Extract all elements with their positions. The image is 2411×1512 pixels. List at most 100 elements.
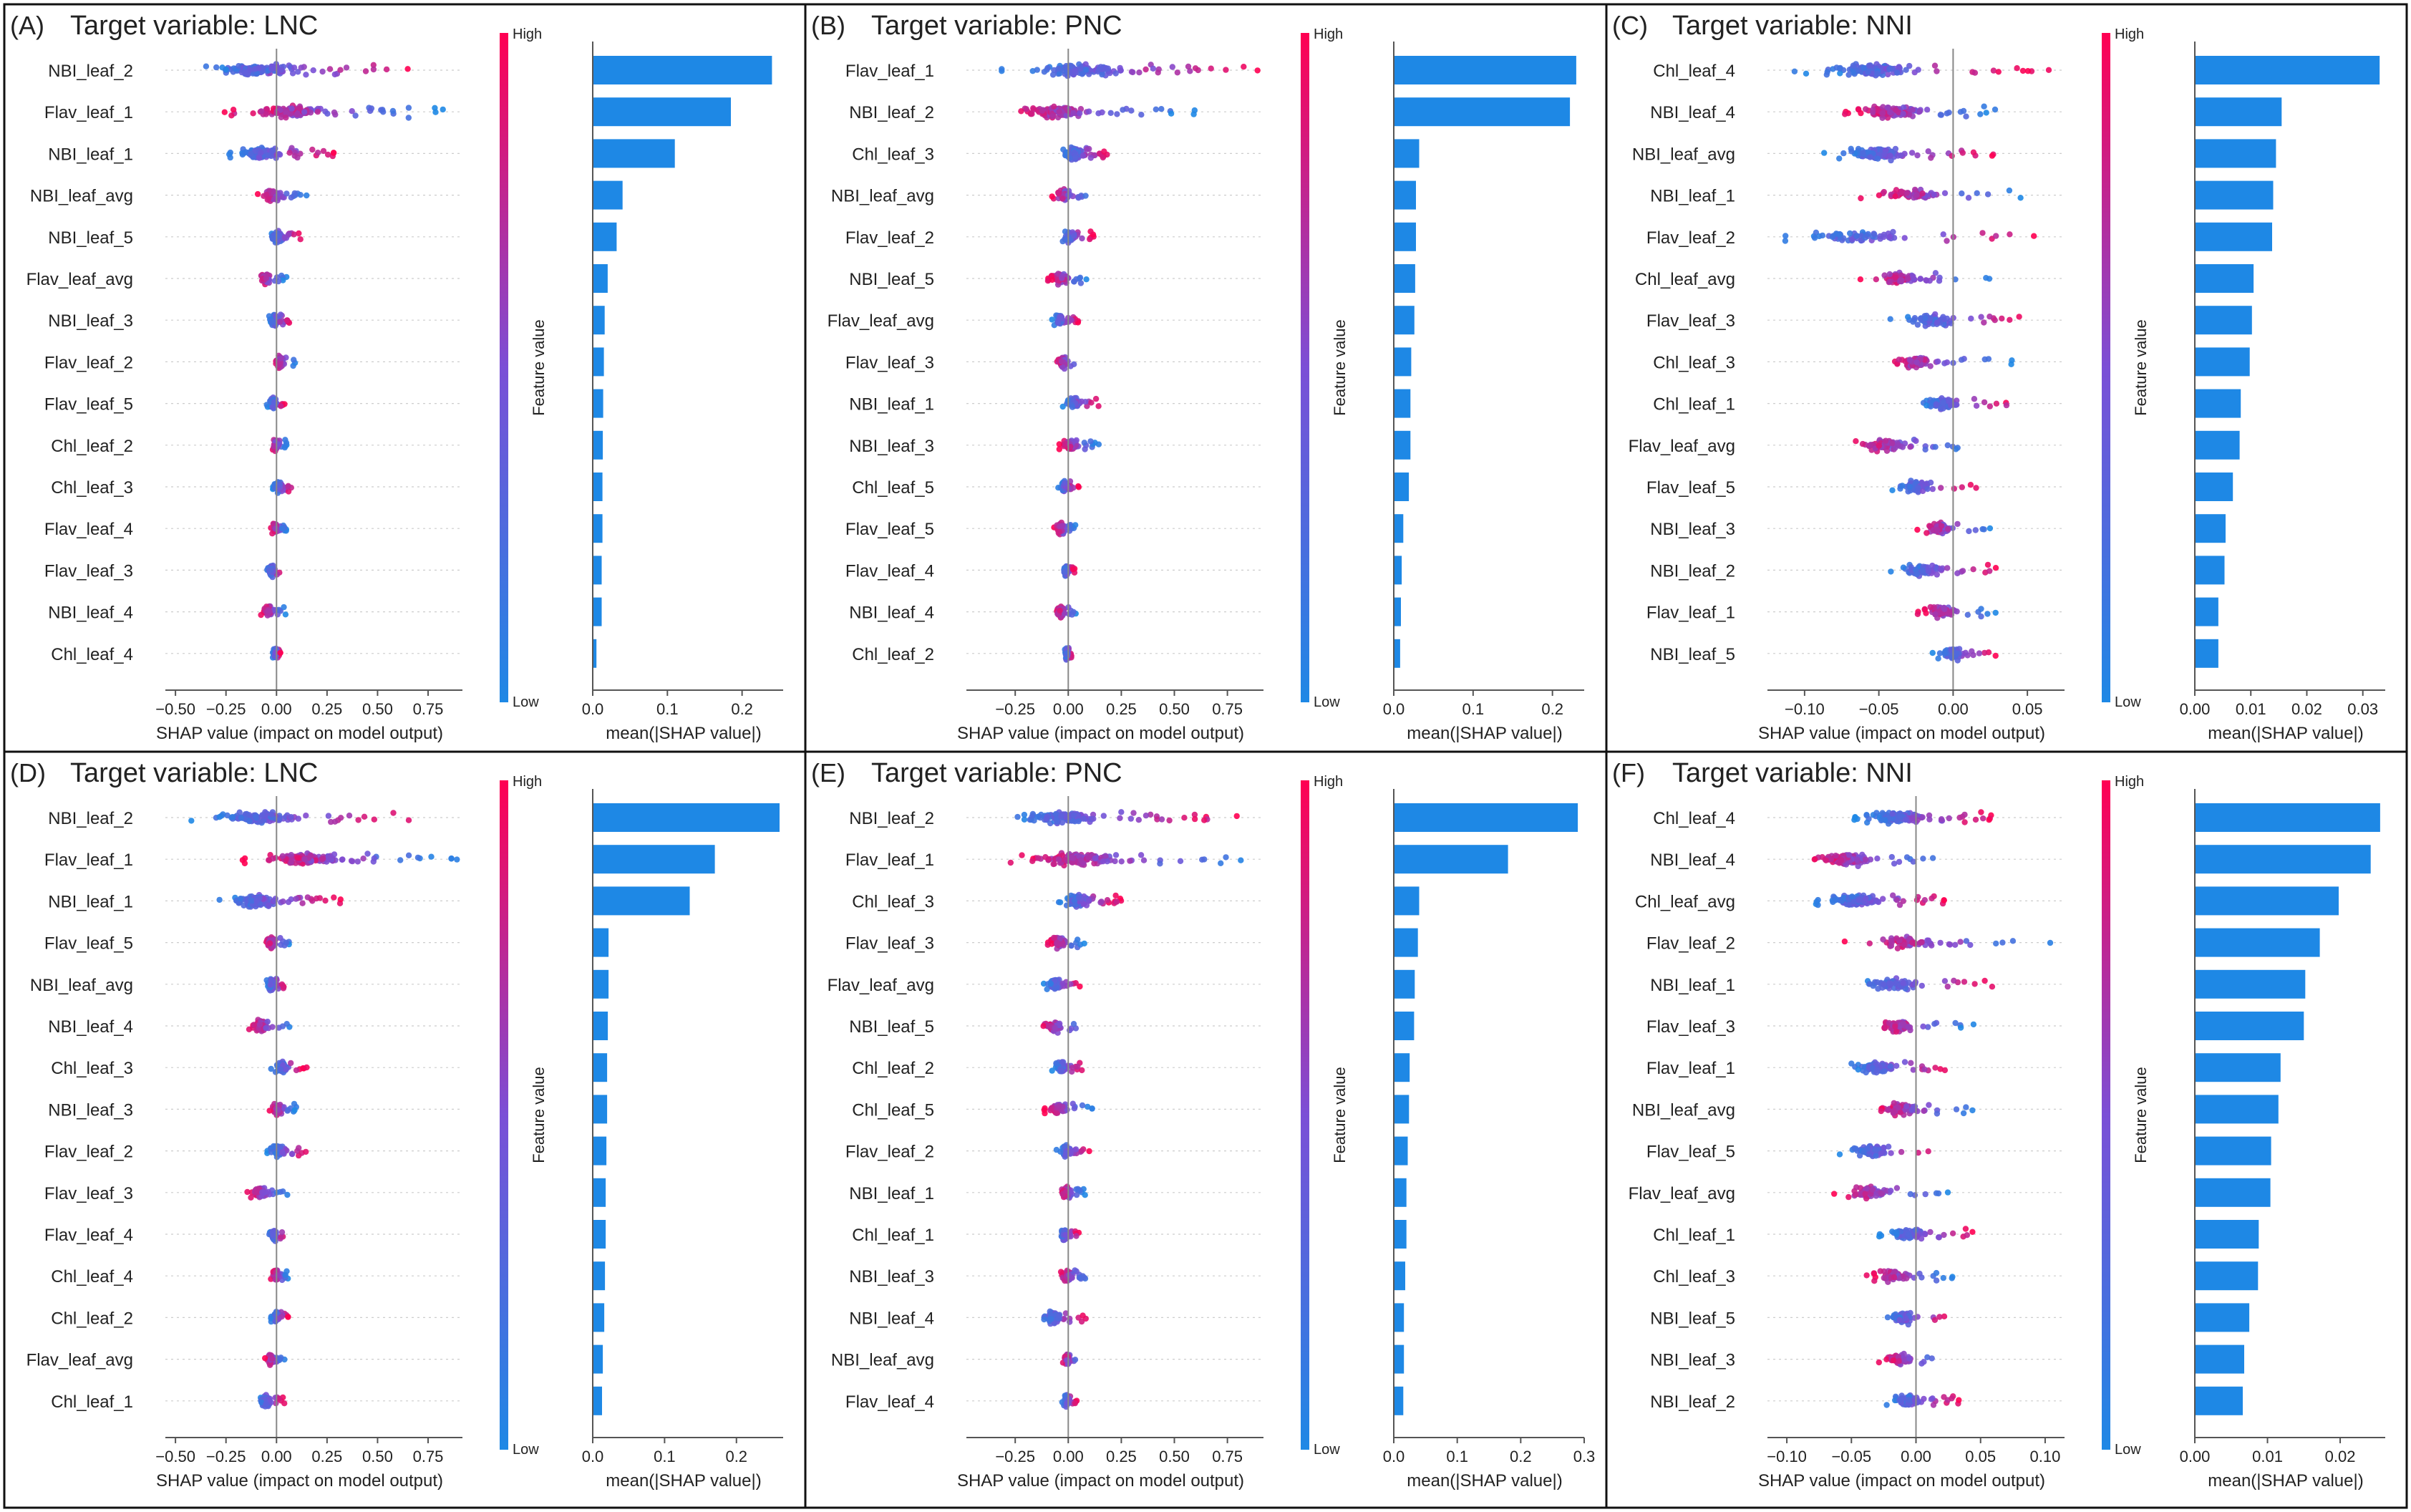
feature-label: Chl_leaf_3 — [852, 145, 934, 164]
swarm-dot — [1865, 231, 1871, 238]
swarm-dot — [1981, 399, 1988, 406]
feature-label: Chl_leaf_2 — [51, 437, 133, 456]
bar-tick-label: 0.03 — [2347, 700, 2378, 718]
swarm-dot — [276, 319, 283, 325]
swarm-dot — [1924, 107, 1931, 113]
feature-label: NBI_leaf_4 — [48, 604, 133, 623]
importance-bar — [593, 1220, 606, 1249]
swarm-dot — [1866, 442, 1873, 449]
feature-label: NBI_leaf_1 — [849, 395, 934, 415]
swarm-dot — [1914, 526, 1921, 533]
swarm-dot — [1972, 527, 1979, 533]
bar-tick-label: 0.2 — [1541, 700, 1563, 718]
swarm-dot — [1082, 193, 1089, 199]
swarm-dot — [1900, 110, 1906, 117]
swarm-dot — [316, 895, 323, 901]
swarm-dot — [1908, 150, 1916, 156]
swarm-dot — [1889, 440, 1896, 447]
swarm-dot — [239, 857, 246, 863]
swarm-dots — [1059, 228, 1097, 246]
panel-label: (C) — [1612, 11, 1648, 40]
swarm-dot — [1944, 442, 1951, 449]
swarm-dot — [1944, 315, 1950, 322]
swarm-dots — [1888, 561, 1999, 579]
importance-bar — [593, 139, 675, 168]
swarm-dot — [1863, 106, 1869, 112]
swarm-dot — [1999, 315, 2005, 322]
swarm-dot — [1158, 106, 1165, 112]
swarm-dot — [293, 1067, 300, 1074]
importance-bar — [1394, 97, 1571, 127]
swarm-dot — [216, 814, 223, 820]
feature-label: Flav_leaf_5 — [44, 934, 133, 954]
swarm-dot — [1055, 65, 1062, 72]
swarm-dot — [1018, 108, 1024, 115]
swarm-dot — [1906, 357, 1913, 363]
swarm-dot — [1892, 193, 1898, 200]
swarm-dot — [1957, 109, 1964, 115]
importance-bar — [2195, 430, 2240, 460]
swarm-dot — [1086, 108, 1092, 115]
feature-label: NBI_leaf_5 — [849, 270, 934, 289]
swarm-dots — [1842, 103, 1999, 121]
swarm-dot — [276, 150, 282, 158]
feature-label: Chl_leaf_3 — [51, 478, 133, 498]
swarm-dot — [297, 192, 304, 198]
swarm-dot — [383, 66, 390, 73]
feature-label: Flav_leaf_5 — [44, 395, 133, 415]
swarm-dot — [362, 68, 369, 74]
swarm-dot — [397, 857, 404, 863]
importance-bar — [593, 1012, 608, 1040]
swarm-dot — [254, 190, 261, 198]
swarm-dot — [1092, 395, 1100, 402]
swarm-dot — [1871, 231, 1878, 238]
swarm-dot — [1919, 568, 1926, 574]
swarm-dot — [1898, 189, 1905, 196]
importance-bar — [2195, 389, 2241, 418]
swarm-dot — [1965, 195, 1972, 201]
swarm-dot — [1078, 398, 1085, 404]
swarm-dot — [283, 115, 289, 121]
swarm-dot — [1940, 231, 1946, 238]
swarm-dot — [1823, 72, 1830, 78]
feature-label: NBI_leaf_1 — [48, 892, 133, 911]
importance-bar — [2195, 514, 2226, 543]
swarm-dot — [352, 112, 359, 119]
swarm-dot — [1986, 568, 1993, 574]
swarm-dot — [303, 72, 309, 78]
swarm-dot — [1191, 107, 1198, 114]
swarm-dot — [1934, 319, 1941, 326]
swarm-tick-label: 0.00 — [1053, 700, 1084, 718]
swarm-dot — [354, 858, 361, 865]
swarm-dot — [1873, 276, 1879, 283]
swarm-dot — [1848, 148, 1855, 155]
swarm-dot — [2007, 316, 2013, 323]
swarm-dot — [1992, 609, 1999, 616]
swarm-dot — [253, 898, 260, 904]
swarm-dot — [1879, 110, 1886, 117]
swarm-dot — [1836, 65, 1843, 72]
swarm-dot — [349, 108, 355, 115]
swarm-dot — [1866, 62, 1873, 69]
feature-label: NBI_leaf_3 — [48, 1100, 133, 1120]
swarm-dot — [1041, 69, 1048, 75]
swarm-dot — [1981, 526, 1987, 533]
swarm-dot — [1071, 278, 1077, 285]
swarm-dots — [266, 1100, 299, 1118]
swarm-dot — [1971, 396, 1978, 402]
swarm-dot — [1974, 190, 1980, 196]
colorbar-label: Feature value — [530, 319, 548, 416]
swarm-dot — [283, 190, 290, 197]
swarm-dot — [1071, 149, 1077, 155]
swarm-dot — [432, 109, 439, 115]
swarm-dot — [230, 107, 237, 113]
swarm-dot — [1890, 228, 1896, 236]
swarm-dot — [454, 856, 460, 863]
swarm-tick-label: 0.75 — [413, 700, 444, 718]
swarm-dot — [360, 856, 367, 862]
swarm-dot — [1069, 566, 1077, 573]
swarm-dot — [1049, 193, 1055, 200]
swarm-dot — [1886, 66, 1893, 72]
swarm-dot — [1970, 149, 1977, 155]
swarm-dot — [1071, 233, 1077, 239]
